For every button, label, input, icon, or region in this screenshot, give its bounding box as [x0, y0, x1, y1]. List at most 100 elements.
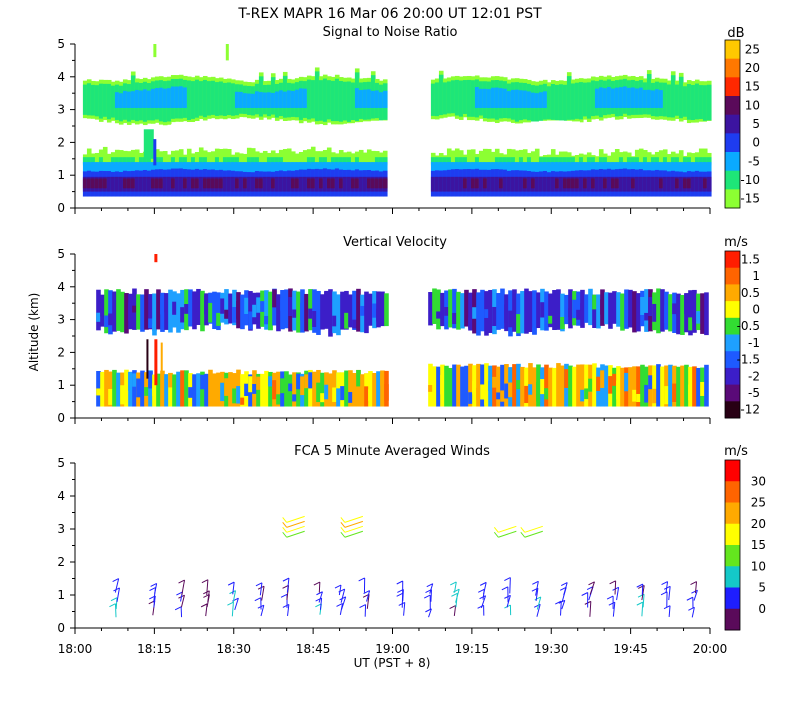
snr-cell	[367, 149, 372, 163]
vv-cell	[108, 290, 113, 334]
vv-cell	[504, 384, 509, 399]
wind-barb	[207, 580, 208, 595]
snr-clear	[563, 121, 572, 136]
snr-cell	[243, 178, 248, 188]
snr-cell	[647, 90, 652, 108]
wind-barb-flag	[359, 578, 365, 581]
wind-barb	[695, 582, 696, 594]
wind-barb-flag	[281, 594, 287, 597]
snr-cell	[571, 83, 576, 119]
vv-cell	[576, 292, 581, 326]
vv-cell	[588, 379, 593, 392]
snr-cell	[539, 92, 544, 108]
vv-cell	[500, 390, 505, 401]
vv-cell	[276, 394, 281, 404]
wind-barb-flag	[450, 606, 456, 609]
vv-cell	[456, 365, 461, 407]
vv-cell	[312, 372, 317, 407]
snr-cell	[335, 79, 340, 121]
snr-clear	[387, 120, 396, 146]
snr-cell	[355, 178, 360, 188]
snr-cell	[299, 152, 304, 164]
snr-cell	[171, 87, 176, 108]
snr-cell	[275, 92, 280, 108]
snr-cell	[287, 177, 292, 192]
vv-cell	[564, 295, 569, 324]
snr-cell	[443, 177, 448, 192]
snr-cell	[547, 86, 552, 119]
snr-cell	[579, 82, 584, 119]
wind-barb-flag	[494, 532, 498, 537]
snr-cell	[119, 177, 124, 192]
vv-cell	[608, 376, 613, 394]
vv-cell	[108, 389, 113, 405]
snr-cell	[247, 94, 252, 108]
snr-cell	[475, 87, 480, 108]
vv-cell	[580, 390, 585, 402]
vv-cell	[572, 300, 577, 318]
snr-clear	[603, 126, 612, 147]
snr-cell	[507, 91, 512, 108]
vv-cell	[124, 293, 129, 333]
wind-barb-flag	[283, 527, 287, 532]
snr-cell	[103, 178, 108, 188]
vv-cell	[152, 324, 157, 331]
snr-cell	[655, 177, 660, 192]
wind-barb-flag	[314, 582, 320, 585]
vv-cell	[452, 365, 457, 407]
wind-barb	[590, 601, 591, 616]
vv-cell	[656, 288, 661, 333]
snr-cell	[455, 80, 460, 116]
snr-cell	[479, 177, 484, 192]
vv-cell	[684, 365, 689, 407]
wind-barb	[669, 606, 670, 617]
snr-cell	[679, 77, 684, 118]
wind-barb	[561, 601, 562, 616]
vv-cell	[584, 388, 589, 399]
snr-clear	[243, 123, 252, 139]
colorbar-swatch	[725, 96, 740, 115]
snr-cell	[239, 92, 244, 108]
snr-cell	[243, 93, 248, 108]
snr-cell	[611, 178, 616, 188]
snr-cell	[439, 75, 444, 115]
snr-cell	[683, 178, 688, 188]
snr-cell	[259, 178, 264, 188]
snr-cell	[153, 139, 156, 165]
vv-cell	[700, 382, 705, 396]
snr-cell	[227, 82, 232, 115]
vv-cell	[496, 392, 501, 399]
snr-cell	[103, 147, 108, 164]
snr-cell	[659, 90, 664, 108]
snr-cell	[263, 177, 268, 192]
x-tick-label: 19:30	[534, 642, 569, 656]
snr-cell	[671, 177, 676, 192]
snr-cell	[311, 80, 316, 118]
wind-barb	[669, 586, 670, 600]
wind-barb	[345, 531, 363, 537]
vv-cell	[348, 294, 353, 327]
snr-clear	[683, 124, 692, 138]
snr-cell	[331, 81, 336, 121]
vv-cell	[260, 301, 265, 312]
vv-cell	[680, 295, 685, 335]
wind-barb	[262, 586, 264, 600]
snr-cell	[367, 178, 372, 188]
snr-cell	[535, 93, 540, 108]
snr-clear	[483, 128, 492, 143]
vv-cell	[576, 310, 581, 320]
snr-cell	[319, 178, 324, 188]
vv-cell	[580, 303, 585, 311]
vv-cell	[428, 292, 433, 325]
colorbar-label: 0	[752, 136, 760, 150]
colorbar-swatch	[725, 481, 740, 503]
snr-cell	[259, 92, 264, 108]
snr-cell	[327, 148, 332, 164]
snr-cell	[475, 178, 480, 188]
colorbar-label: -5	[748, 154, 760, 168]
colorbar-swatch	[725, 268, 740, 285]
vv-cell	[656, 364, 661, 406]
snr-cell	[607, 87, 612, 108]
colorbar-swatch	[725, 133, 740, 152]
